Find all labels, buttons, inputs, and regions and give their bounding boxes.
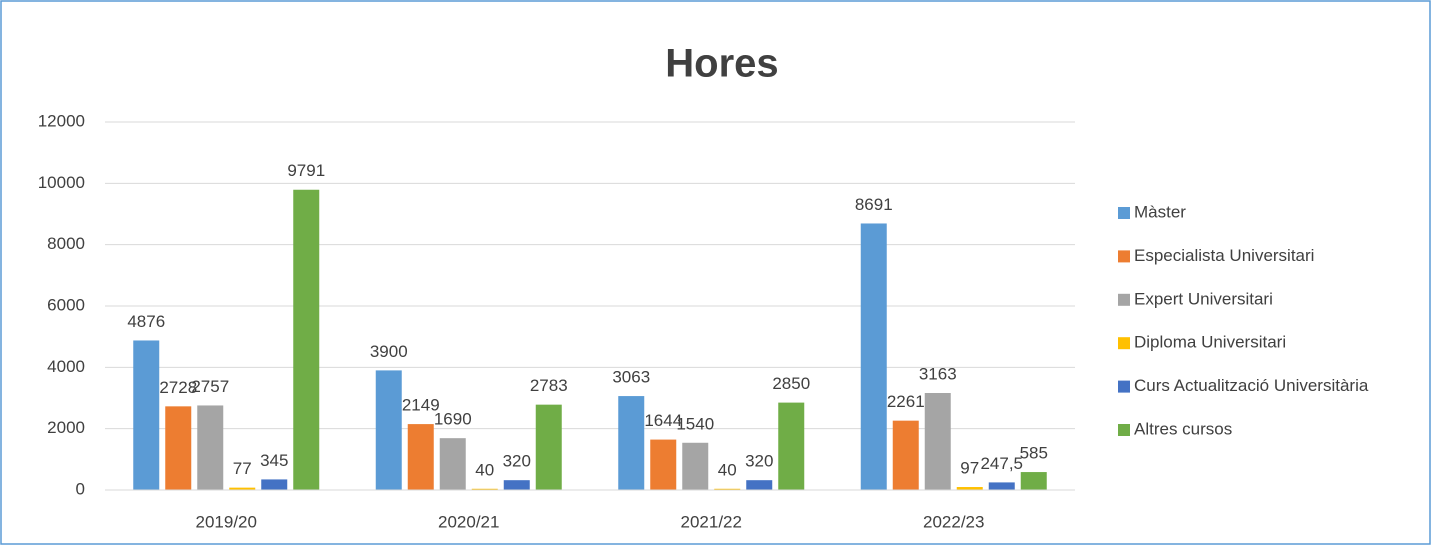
legend-label: Especialista Universitari: [1134, 246, 1314, 265]
data-label: 9791: [287, 161, 325, 180]
data-label: 345: [260, 451, 288, 470]
bar: [229, 487, 256, 490]
bar: [375, 370, 402, 490]
bar: [407, 424, 434, 490]
chart-title: Hores: [665, 42, 778, 86]
y-tick-label: 0: [76, 479, 85, 498]
data-label: 320: [745, 452, 773, 471]
bar: [261, 479, 288, 490]
data-label: 3163: [919, 364, 957, 383]
bar: [988, 482, 1015, 490]
data-label: 320: [503, 452, 531, 471]
data-label: 247,5: [980, 454, 1023, 473]
bar: [778, 402, 805, 490]
data-label: 2728: [159, 378, 197, 397]
y-tick-label: 6000: [47, 295, 85, 314]
y-tick-label: 2000: [47, 418, 85, 437]
bar: [924, 393, 951, 490]
bar: [535, 404, 562, 490]
x-tick-label: 2022/23: [923, 512, 984, 531]
data-label: 3900: [370, 342, 408, 361]
bar: [197, 405, 224, 490]
y-tick-label: 4000: [47, 357, 85, 376]
bar: [682, 442, 709, 490]
data-label: 2261: [887, 392, 925, 411]
y-tick-label: 12000: [38, 111, 85, 130]
bar: [892, 420, 919, 490]
bar: [746, 480, 773, 490]
legend-swatch: [1118, 424, 1130, 436]
y-tick-label: 8000: [47, 234, 85, 253]
legend-label: Diploma Universitari: [1134, 333, 1286, 352]
data-label: 3063: [612, 368, 650, 387]
bar: [650, 439, 677, 490]
bar: [860, 223, 887, 490]
legend-swatch: [1118, 207, 1130, 219]
bar: [714, 488, 741, 490]
legend-label: Màster: [1134, 202, 1186, 221]
data-label: 2783: [530, 376, 568, 395]
data-label: 2149: [402, 396, 440, 415]
legend-swatch: [1118, 337, 1130, 350]
data-label: 97: [960, 459, 979, 478]
bar: [293, 189, 320, 490]
legend-swatch: [1118, 293, 1130, 306]
legend-swatch: [1118, 250, 1130, 263]
y-tick-label: 10000: [38, 173, 85, 192]
legend-label: Altres cursos: [1134, 419, 1232, 438]
bar: [618, 396, 645, 490]
x-tick-label: 2021/22: [681, 512, 742, 531]
data-label: 1644: [644, 411, 682, 430]
bar: [503, 480, 530, 490]
legend-label: Curs Actualització Universitària: [1134, 376, 1369, 395]
data-label: 77: [233, 459, 252, 478]
bar: [439, 438, 466, 490]
data-label: 8691: [855, 195, 893, 214]
data-label: 1690: [434, 410, 472, 429]
data-label: 40: [718, 460, 737, 479]
data-label: 585: [1020, 444, 1048, 463]
data-label: 4876: [127, 312, 165, 331]
bar: [471, 488, 498, 490]
data-label: 1540: [676, 414, 714, 433]
data-label: 40: [475, 460, 494, 479]
legend-label: Expert Universitari: [1134, 289, 1273, 308]
bar: [133, 340, 160, 490]
x-tick-label: 2019/20: [196, 512, 257, 531]
x-tick-label: 2020/21: [438, 512, 499, 531]
bar: [165, 406, 192, 490]
legend-swatch: [1118, 380, 1130, 393]
bar: [956, 487, 983, 490]
bar: [1020, 472, 1047, 490]
data-label: 2757: [191, 377, 229, 396]
data-label: 2850: [772, 374, 810, 393]
